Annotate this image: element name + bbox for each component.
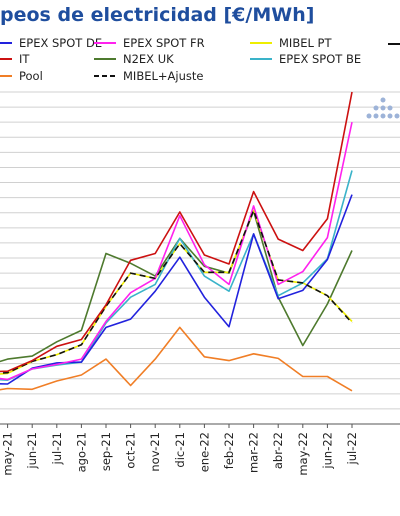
x-tick-label: jun-22	[320, 432, 334, 470]
series-line-epex-spot-fr	[0, 122, 353, 381]
legend-swatch	[250, 42, 272, 44]
legend-item: EPEX SPOT FR	[94, 36, 205, 50]
legend-label: MIBEL+Ajuste	[123, 69, 204, 83]
legend-label: IT	[19, 52, 30, 66]
legend-swatch	[94, 75, 116, 77]
x-tick-label: feb-22	[222, 432, 236, 469]
x-tick-label: mar-22	[247, 432, 261, 473]
legend-item: MIBEL+Ajuste	[94, 69, 203, 83]
x-tick-label: sep-21	[99, 432, 113, 471]
legend-label: EPEX SPOT FR	[123, 36, 205, 50]
legend-swatch	[94, 42, 116, 44]
x-tick-label: jul-21	[50, 432, 64, 465]
legend-swatch	[0, 42, 12, 44]
legend-item: MIBEL PT	[250, 36, 332, 50]
legend-item: N2EX UK	[94, 52, 174, 66]
legend-label: Pool	[19, 69, 43, 83]
series-lines	[0, 91, 353, 392]
legend-swatch	[0, 58, 12, 60]
x-tick-label: abr-22	[271, 432, 285, 469]
legend-swatch	[250, 58, 272, 60]
x-tick-label: jul-22	[345, 432, 359, 465]
axes	[0, 423, 400, 428]
series-line-it	[0, 91, 353, 373]
gridlines	[0, 91, 400, 410]
series-line-pool	[0, 326, 353, 392]
chart-title: peos de electricidad [€/MWh]	[0, 4, 315, 26]
x-tick-label: may-22	[296, 432, 310, 476]
legend-label: MIBEL PT	[279, 36, 332, 50]
legend-item: EPEX SPOT DE	[0, 36, 102, 50]
chart-legend: EPEX SPOT DE EPEX SPOT FR MIBEL PT IT N2EX U…	[0, 36, 400, 116]
legend-label: N2EX UK	[123, 52, 174, 66]
legend-swatch	[94, 58, 116, 60]
x-tick-label: jun-21	[25, 432, 39, 470]
legend-swatch	[0, 75, 12, 77]
x-tick-label: oct-21	[124, 432, 138, 469]
x-tick-label: ago-21	[74, 432, 88, 472]
series-line-epex-spot-de	[0, 194, 353, 385]
dots-logo-icon	[366, 97, 400, 119]
x-tick-label: dic-21	[173, 432, 187, 468]
series-line-n2ex-uk	[0, 210, 353, 363]
x-tick-label: may-21	[1, 432, 15, 476]
legend-label: EPEX SPOT BE	[279, 52, 362, 66]
legend-item: Pool	[0, 69, 43, 83]
series-line-mibel-pt	[0, 209, 353, 375]
legend-item: EPEX SPOT BE	[250, 52, 361, 66]
x-tick-labels: abr-21may-21jun-21jul-21ago-21sep-21oct-…	[1, 432, 359, 476]
x-tick-label: ene-22	[197, 432, 211, 472]
series-line-mibel-ajuste	[0, 209, 353, 374]
legend-cutoff-swatch	[388, 42, 400, 46]
legend-item: IT	[0, 52, 29, 66]
legend-label: EPEX SPOT DE	[19, 36, 103, 50]
x-tick-label: nov-21	[148, 432, 162, 472]
